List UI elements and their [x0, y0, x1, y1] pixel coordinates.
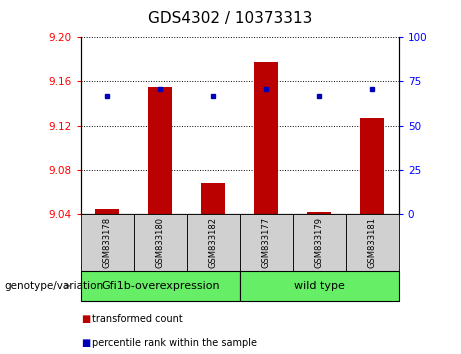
Text: genotype/variation: genotype/variation: [5, 281, 104, 291]
Text: GSM833179: GSM833179: [315, 217, 324, 268]
Text: GDS4302 / 10373313: GDS4302 / 10373313: [148, 11, 313, 25]
Text: GSM833182: GSM833182: [209, 217, 218, 268]
Text: percentile rank within the sample: percentile rank within the sample: [92, 338, 257, 348]
Bar: [254, 62, 278, 214]
Text: transformed count: transformed count: [92, 314, 183, 324]
Bar: [81, 271, 240, 301]
Text: ■: ■: [81, 314, 90, 324]
Bar: [361, 118, 384, 214]
Text: ■: ■: [81, 338, 90, 348]
Bar: [134, 214, 187, 271]
Bar: [201, 183, 225, 214]
Bar: [148, 87, 172, 214]
Text: GSM833181: GSM833181: [368, 217, 377, 268]
Text: Gfi1b-overexpression: Gfi1b-overexpression: [101, 281, 219, 291]
Text: wild type: wild type: [294, 281, 345, 291]
Bar: [81, 214, 134, 271]
Text: GSM833177: GSM833177: [262, 217, 271, 268]
Bar: [187, 214, 240, 271]
Bar: [307, 212, 331, 214]
Bar: [95, 209, 119, 214]
Text: GSM833178: GSM833178: [103, 217, 112, 268]
Bar: [240, 271, 399, 301]
Bar: [293, 214, 346, 271]
Bar: [346, 214, 399, 271]
Bar: [240, 214, 293, 271]
Text: GSM833180: GSM833180: [156, 217, 165, 268]
